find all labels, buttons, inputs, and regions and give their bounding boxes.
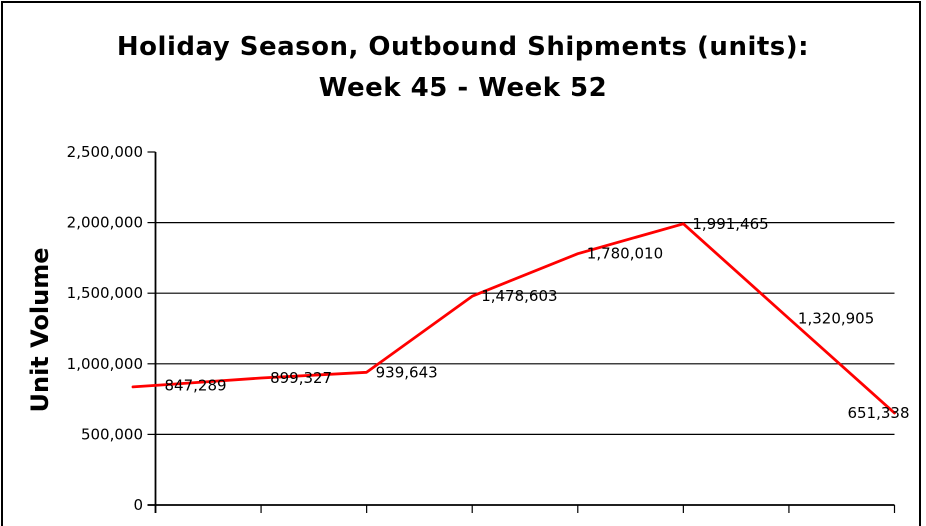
y-tick-label: 500,000 — [81, 425, 143, 443]
data-label: 1,478,603 — [481, 287, 557, 305]
y-tick-label: 1,000,000 — [67, 355, 143, 373]
chart-title-line-2: Week 45 - Week 52 — [318, 73, 608, 103]
y-tick-label: 1,500,000 — [67, 284, 143, 302]
data-label: 1,991,465 — [692, 215, 768, 233]
data-label: 847,289 — [165, 376, 227, 394]
series-line — [131, 222, 896, 415]
chart-title-line-1: Holiday Season, Outbound Shipments (unit… — [116, 32, 810, 62]
y-tick-label: 2,000,000 — [67, 214, 143, 232]
data-label: 939,643 — [376, 363, 438, 381]
data-label: 1,780,010 — [587, 245, 663, 263]
y-tick-label: 0 — [133, 496, 143, 514]
data-label: 899,327 — [270, 369, 332, 387]
data-label: 1,320,905 — [798, 309, 874, 327]
y-tick-label: 2,500,000 — [67, 143, 143, 161]
chart-title: Holiday Season, Outbound Shipments (unit… — [0, 27, 926, 109]
data-label: 651,338 — [847, 404, 909, 422]
